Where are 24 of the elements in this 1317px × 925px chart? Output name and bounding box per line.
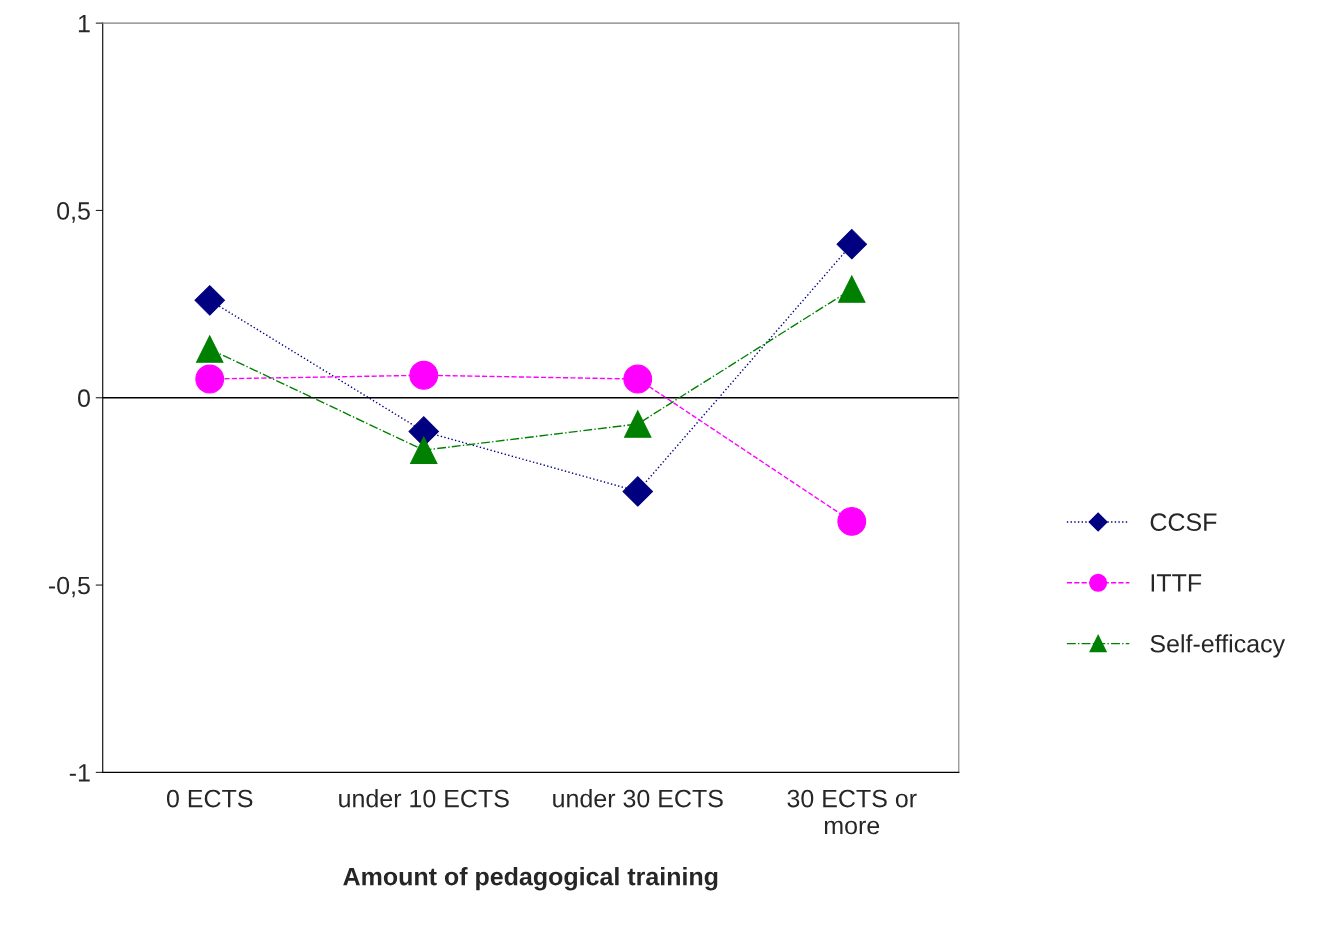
legend-label: Self-efficacy (1150, 634, 1286, 658)
point (409, 360, 439, 390)
x-axis-title: Amount of pedagogical training (343, 867, 718, 891)
point (836, 228, 868, 260)
y-tick-label: 1 (78, 14, 90, 33)
x-tick-label: under 30 ECTS (553, 789, 723, 808)
y-tick-label: 0 (77, 389, 90, 408)
point (622, 476, 654, 507)
y-tick-label: -1 (69, 764, 90, 782)
x-tick-label: 0 ECTS (166, 789, 253, 808)
y-tick-label: -0,5 (48, 576, 90, 598)
point (410, 436, 438, 464)
point (196, 335, 224, 363)
x-tick-label: 30 ECTS or more (787, 789, 917, 835)
point (195, 364, 225, 394)
legend-label: CCSF (1150, 513, 1217, 531)
point (624, 410, 652, 438)
point (837, 506, 867, 536)
y-tick-label: 0,5 (57, 202, 90, 223)
x-tick-label: under 10 ECTS (339, 789, 509, 808)
point (838, 275, 866, 303)
legend-label: ITTF (1151, 574, 1202, 592)
point (623, 364, 653, 394)
point (194, 285, 225, 316)
